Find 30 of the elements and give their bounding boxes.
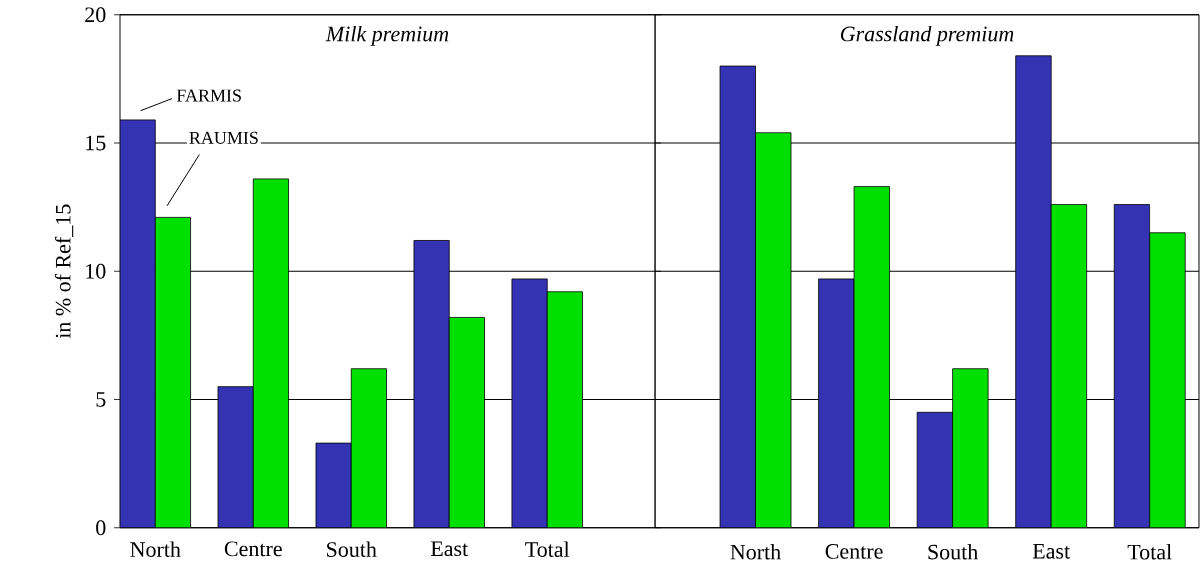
chart-title: Grassland premium <box>840 25 1014 46</box>
x-tick-label: South <box>327 541 377 558</box>
x-tick-label: Centre <box>224 541 282 557</box>
x-tick-label: East <box>1032 544 1070 559</box>
bar <box>1050 204 1088 528</box>
y-tick-label: 5 <box>96 392 106 407</box>
x-tick-label: East <box>430 541 469 557</box>
legend-label: FARMIS <box>176 89 241 102</box>
bar <box>252 178 289 528</box>
bar <box>952 368 989 528</box>
x-tick-label: North <box>130 541 181 558</box>
y-tick-label: 20 <box>85 7 106 23</box>
bar <box>853 186 890 528</box>
bar <box>755 132 792 528</box>
x-tick-label: Centre <box>825 544 883 559</box>
x-tick-label: Total <box>1127 544 1172 560</box>
bar <box>546 291 583 528</box>
bar <box>1149 232 1186 528</box>
x-tick-label: North <box>730 544 781 560</box>
y-tick-label: 15 <box>86 135 106 151</box>
bar <box>154 217 191 528</box>
chart-title: Milk premium <box>325 25 449 46</box>
bar <box>448 317 485 528</box>
y-tick-label: 10 <box>86 263 106 279</box>
y-tick-label: 0 <box>96 520 106 536</box>
y-axis-title: in % of Ref_15 <box>54 204 74 339</box>
x-tick-label: South <box>928 544 978 560</box>
bar <box>350 368 387 528</box>
x-tick-label: Total <box>525 541 570 558</box>
series-label: RAUMIS <box>189 131 258 145</box>
